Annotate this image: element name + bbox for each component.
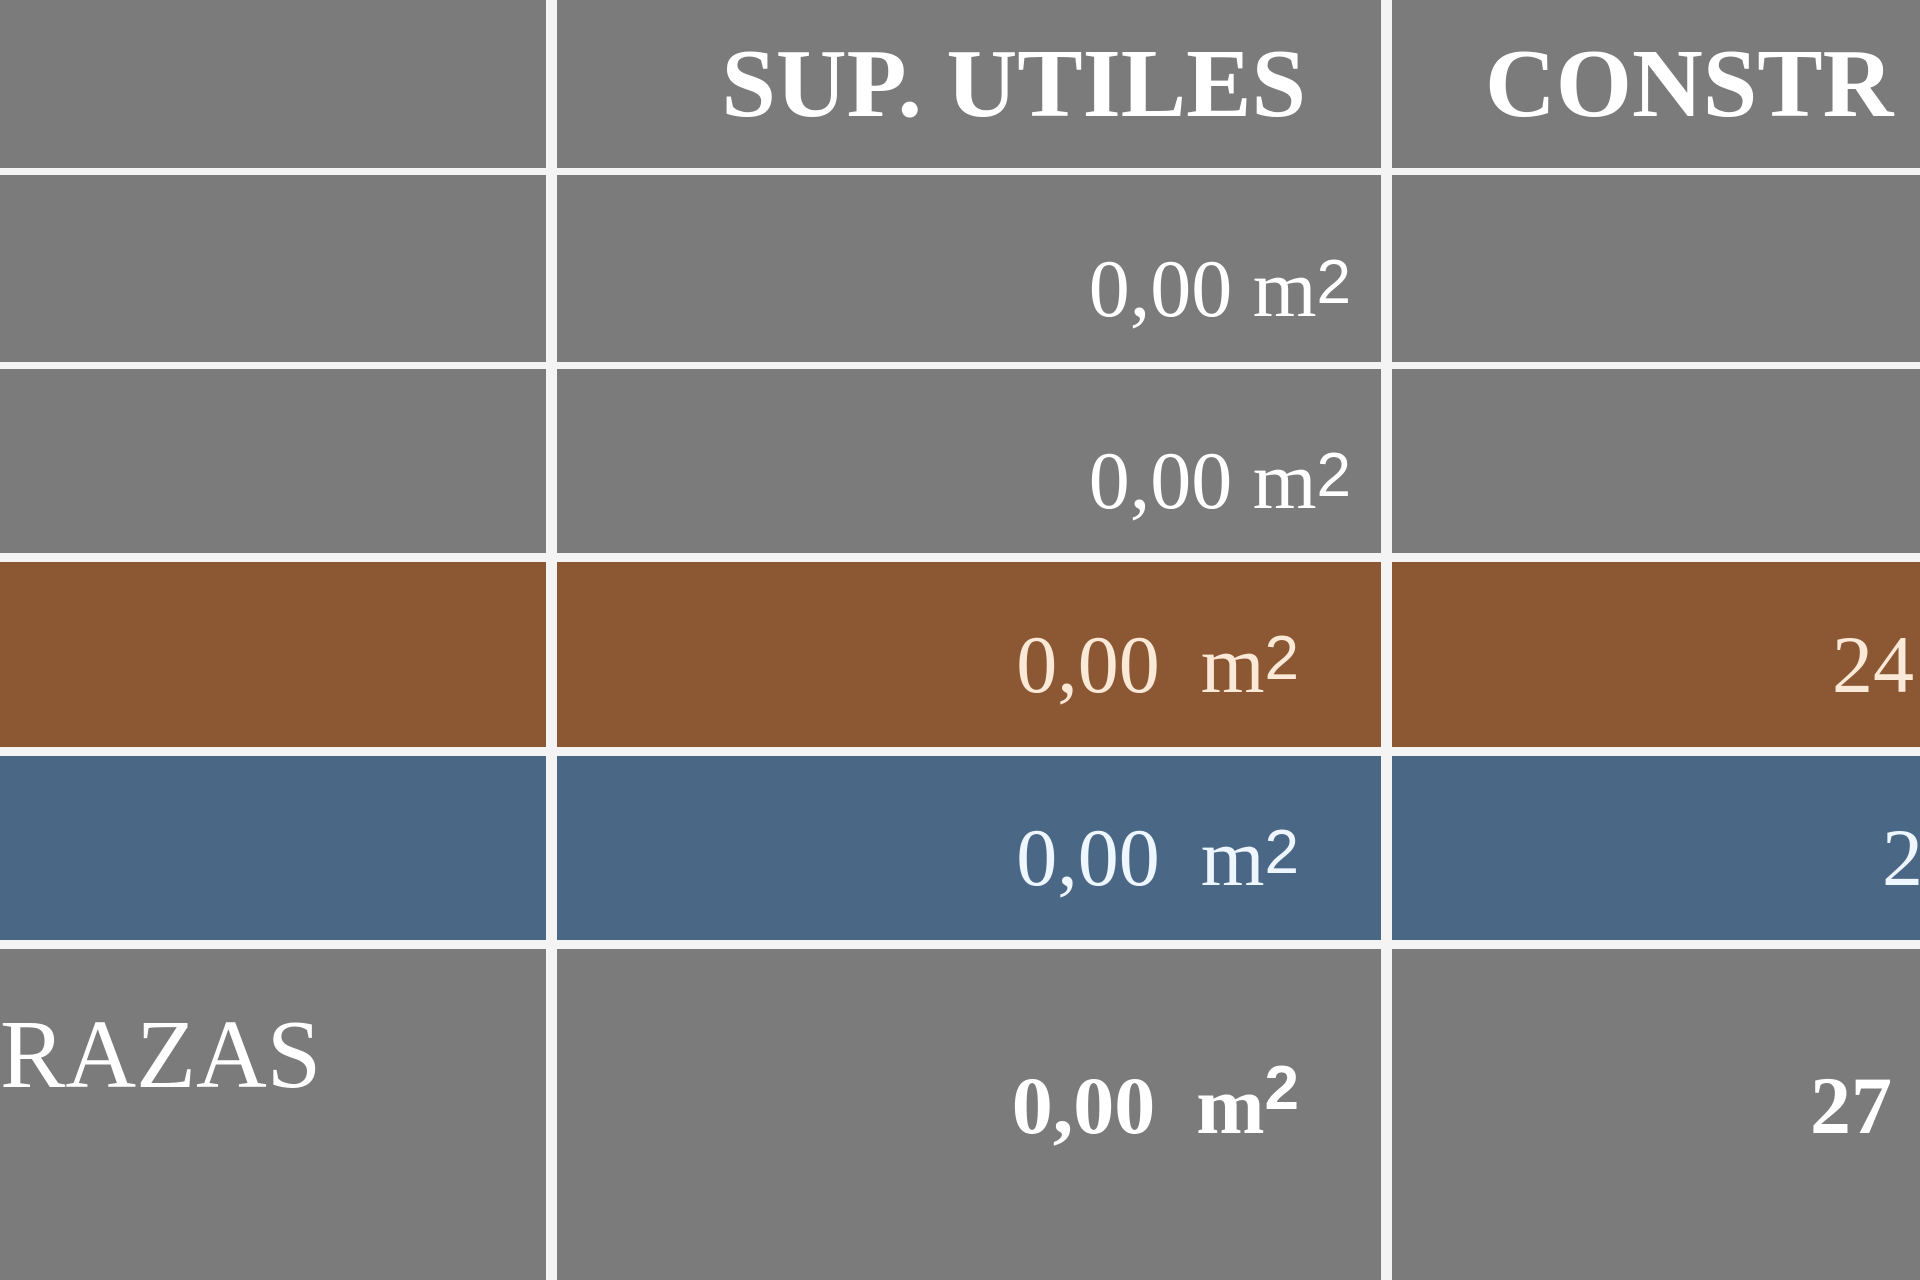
- total-label: RAZAS: [0, 949, 546, 1280]
- row2-label: [0, 369, 546, 553]
- row3-constr: 24: [1392, 562, 1920, 747]
- row2-constr: [1392, 369, 1920, 553]
- unit-superscript: 2: [1264, 817, 1299, 887]
- row4-label: [0, 756, 546, 940]
- unit-superscript: 2: [1264, 1054, 1299, 1123]
- header-construida: CONSTR: [1392, 0, 1920, 168]
- row4-util-value: 0,00 m: [1016, 812, 1265, 903]
- row3-util-value: 0,00 m: [1016, 618, 1265, 710]
- row1-label: [0, 175, 546, 362]
- unit-superscript: 2: [1264, 624, 1299, 693]
- row2-util-value: 0,00 m: [1088, 435, 1317, 526]
- row1-constr: [1392, 175, 1920, 362]
- row1-util-value: 0,00 m: [1088, 242, 1317, 334]
- row3-label: [0, 562, 546, 747]
- header-sup-utiles: SUP. UTILES: [557, 0, 1381, 168]
- row4-constr: 2: [1392, 756, 1920, 940]
- unit-superscript: 2: [1316, 248, 1351, 317]
- unit-superscript: 2: [1316, 440, 1351, 510]
- total-util-value: 0,00 m: [1011, 1060, 1265, 1151]
- header-cell-label: [0, 0, 546, 168]
- total-constr: 27: [1392, 949, 1920, 1280]
